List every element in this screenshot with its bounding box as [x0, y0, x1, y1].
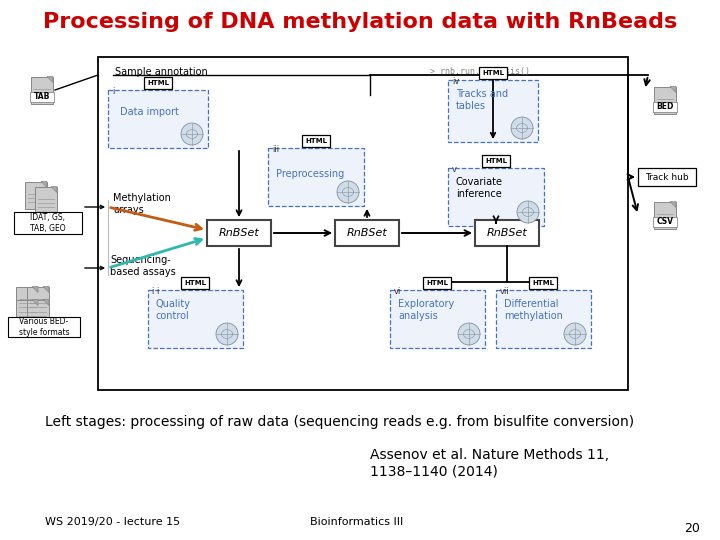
- Text: Processing of DNA methylation data with RnBeads: Processing of DNA methylation data with …: [43, 12, 677, 32]
- Bar: [529, 277, 557, 289]
- Text: Track hub: Track hub: [645, 172, 689, 181]
- Bar: [108, 90, 208, 148]
- Text: Tracks and
tables: Tracks and tables: [456, 90, 508, 111]
- Polygon shape: [32, 287, 38, 293]
- Bar: [496, 290, 591, 348]
- Bar: [25, 181, 47, 208]
- Polygon shape: [41, 181, 47, 187]
- Bar: [31, 77, 53, 104]
- Text: RnBSet: RnBSet: [346, 228, 387, 238]
- Text: i: i: [112, 87, 114, 96]
- Bar: [35, 186, 57, 213]
- Bar: [144, 77, 172, 89]
- Text: HTML: HTML: [485, 158, 507, 164]
- Bar: [638, 168, 696, 186]
- Polygon shape: [43, 300, 49, 306]
- Text: Left stages: processing of raw data (sequencing reads e.g. from bisulfite conver: Left stages: processing of raw data (seq…: [45, 415, 634, 429]
- Bar: [335, 220, 399, 246]
- Bar: [14, 212, 82, 234]
- Text: WS 2019/20 - lecture 15: WS 2019/20 - lecture 15: [45, 517, 180, 527]
- Text: CSV: CSV: [657, 217, 673, 226]
- Bar: [16, 287, 38, 314]
- Text: > rnb.run.analysis(): > rnb.run.analysis(): [430, 67, 530, 76]
- Text: HTML: HTML: [147, 80, 169, 86]
- Bar: [482, 155, 510, 167]
- Text: RnBSet: RnBSet: [487, 228, 527, 238]
- Text: Methylation
arrays: Methylation arrays: [113, 193, 171, 214]
- Text: HTML: HTML: [184, 280, 206, 286]
- Text: RnBSet: RnBSet: [219, 228, 259, 238]
- Text: HTML: HTML: [426, 280, 448, 286]
- Text: iii: iii: [272, 145, 279, 154]
- Bar: [16, 300, 38, 327]
- Text: Exploratory
analysis: Exploratory analysis: [398, 299, 454, 321]
- Text: HTML: HTML: [305, 138, 327, 144]
- Text: HTML: HTML: [532, 280, 554, 286]
- Text: i i: i i: [152, 287, 159, 296]
- Circle shape: [337, 181, 359, 203]
- Bar: [654, 86, 676, 113]
- Bar: [423, 277, 451, 289]
- Bar: [268, 148, 364, 206]
- Bar: [653, 102, 677, 111]
- Bar: [148, 290, 243, 348]
- Polygon shape: [51, 186, 57, 192]
- Text: Sample annotation: Sample annotation: [115, 67, 208, 77]
- Text: Bioinformatics III: Bioinformatics III: [310, 517, 403, 527]
- Polygon shape: [32, 300, 38, 306]
- Text: Quality
control: Quality control: [156, 299, 191, 321]
- Text: Differential
methylation: Differential methylation: [504, 299, 563, 321]
- Text: iv: iv: [452, 77, 459, 86]
- Text: Various BED-
style formats: Various BED- style formats: [19, 318, 69, 337]
- Polygon shape: [43, 287, 49, 293]
- Bar: [27, 287, 49, 314]
- Circle shape: [216, 323, 238, 345]
- Bar: [302, 135, 330, 147]
- Text: IDAT, GS,
TAB, GEO: IDAT, GS, TAB, GEO: [30, 213, 66, 233]
- Text: Data import: Data import: [120, 107, 179, 117]
- Bar: [207, 220, 271, 246]
- Circle shape: [511, 117, 533, 139]
- Text: v: v: [452, 165, 457, 174]
- Polygon shape: [47, 77, 53, 83]
- Text: vi: vi: [394, 287, 401, 296]
- Text: TAB: TAB: [34, 92, 50, 101]
- Bar: [98, 57, 628, 390]
- Bar: [27, 300, 49, 327]
- Bar: [181, 277, 209, 289]
- Text: vii: vii: [500, 287, 510, 296]
- Bar: [390, 290, 485, 348]
- Text: HTML: HTML: [482, 70, 504, 76]
- Text: Sequencing-
based assays: Sequencing- based assays: [110, 255, 176, 276]
- Bar: [448, 80, 538, 142]
- Bar: [8, 317, 80, 337]
- Text: Preprocessing: Preprocessing: [276, 169, 344, 179]
- Text: BED: BED: [657, 102, 674, 111]
- Circle shape: [181, 123, 203, 145]
- Circle shape: [564, 323, 586, 345]
- Bar: [475, 220, 539, 246]
- Bar: [654, 201, 676, 228]
- Bar: [448, 168, 544, 226]
- Text: Assenov et al. Nature Methods 11,
1138–1140 (2014): Assenov et al. Nature Methods 11, 1138–1…: [370, 448, 609, 478]
- Polygon shape: [670, 201, 676, 207]
- Bar: [653, 217, 677, 226]
- Bar: [30, 91, 54, 102]
- Text: 20: 20: [684, 522, 700, 535]
- Circle shape: [458, 323, 480, 345]
- Text: Covariate
inference: Covariate inference: [456, 178, 503, 199]
- Bar: [479, 67, 507, 79]
- Polygon shape: [670, 86, 676, 92]
- Circle shape: [517, 201, 539, 223]
